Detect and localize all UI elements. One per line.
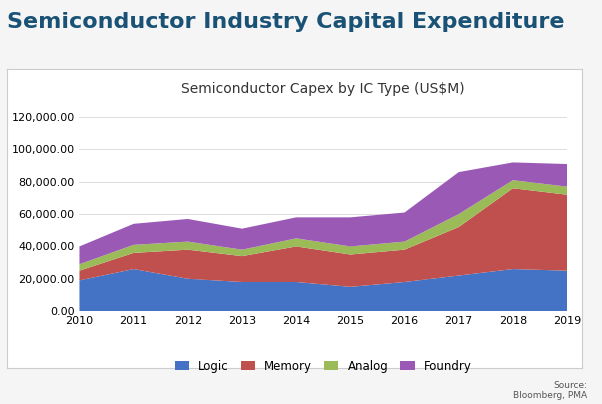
- Title: Semiconductor Capex by IC Type (US$M): Semiconductor Capex by IC Type (US$M): [181, 82, 465, 96]
- Legend: Logic, Memory, Analog, Foundry: Logic, Memory, Analog, Foundry: [170, 355, 477, 377]
- Text: Source:
Bloomberg, PMA: Source: Bloomberg, PMA: [513, 381, 587, 400]
- Text: Semiconductor Industry Capital Expenditure: Semiconductor Industry Capital Expenditu…: [7, 12, 565, 32]
